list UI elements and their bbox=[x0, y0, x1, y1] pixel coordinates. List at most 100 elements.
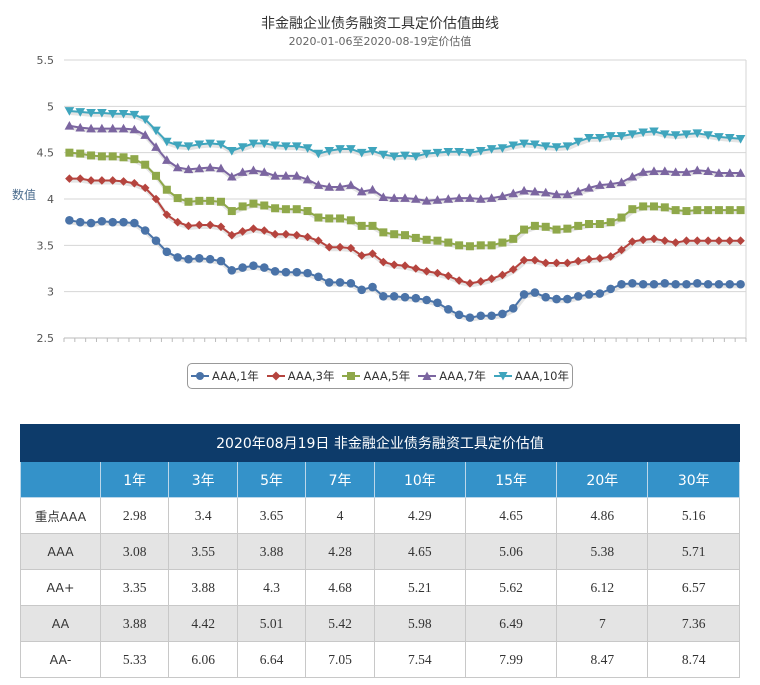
data-point bbox=[226, 147, 237, 156]
data-point bbox=[292, 267, 302, 277]
legend-marker-triangle-up-icon bbox=[418, 371, 437, 380]
data-point bbox=[389, 193, 399, 202]
table-cell: 5.62 bbox=[464, 569, 558, 606]
data-point bbox=[638, 279, 648, 289]
legend-item-aaa-3y[interactable]: AAA,3年 bbox=[266, 368, 334, 384]
data-point bbox=[335, 182, 345, 191]
legend-marker-diamond-icon bbox=[266, 371, 285, 381]
data-point bbox=[291, 142, 302, 151]
data-point bbox=[119, 177, 128, 186]
data-point bbox=[195, 254, 204, 263]
table-title: 2020年08月19日 非金融企业债务融资工具定价估值 bbox=[20, 424, 740, 462]
data-point bbox=[314, 272, 323, 282]
data-point bbox=[162, 247, 172, 257]
data-point bbox=[324, 242, 334, 252]
data-point bbox=[140, 183, 150, 193]
data-point bbox=[573, 186, 584, 196]
data-point bbox=[693, 206, 702, 215]
data-point bbox=[118, 123, 129, 133]
column-header: 15年 bbox=[464, 461, 558, 498]
legend-item-aaa-10y[interactable]: AAA,10年 bbox=[493, 368, 569, 384]
data-point bbox=[411, 194, 421, 203]
table-cell: 4.65 bbox=[373, 533, 466, 570]
table-cell: 4.3 bbox=[236, 569, 307, 606]
table-cell: 7.99 bbox=[464, 641, 558, 678]
data-point bbox=[97, 176, 107, 185]
legend-label: AAA,10年 bbox=[514, 369, 569, 383]
data-point bbox=[281, 267, 291, 277]
data-point bbox=[433, 236, 442, 245]
data-point bbox=[736, 236, 745, 245]
data-point bbox=[714, 279, 724, 289]
table-cell: 5.71 bbox=[647, 533, 740, 570]
data-point bbox=[281, 171, 291, 180]
column-header: 7年 bbox=[305, 461, 375, 498]
data-point bbox=[638, 128, 648, 138]
data-point bbox=[75, 217, 85, 227]
column-header: 5年 bbox=[236, 461, 307, 498]
table-cell: 4.42 bbox=[168, 605, 238, 642]
data-point bbox=[617, 213, 626, 222]
data-point bbox=[65, 216, 74, 225]
data-point bbox=[368, 282, 377, 292]
data-point bbox=[97, 109, 107, 118]
data-point bbox=[86, 218, 96, 228]
y-tick-label: 4 bbox=[47, 193, 54, 206]
data-point bbox=[162, 185, 171, 194]
data-point bbox=[563, 258, 572, 268]
table-cell: 3.65 bbox=[236, 497, 307, 534]
data-point bbox=[129, 124, 140, 134]
table-cell: 5.33 bbox=[99, 641, 170, 678]
data-point bbox=[86, 176, 96, 185]
data-point bbox=[628, 279, 637, 288]
column-header: 10年 bbox=[373, 461, 466, 498]
series-line-shadow bbox=[70, 110, 742, 161]
data-point bbox=[465, 242, 474, 251]
table-cell: 4.86 bbox=[556, 497, 649, 534]
data-point bbox=[541, 222, 550, 231]
data-point bbox=[248, 165, 259, 175]
data-point bbox=[259, 167, 270, 176]
data-point bbox=[292, 205, 301, 214]
data-point bbox=[379, 292, 388, 301]
data-point bbox=[475, 147, 486, 156]
data-point bbox=[249, 199, 258, 208]
data-point bbox=[248, 139, 259, 149]
data-point bbox=[227, 230, 237, 240]
data-point bbox=[476, 311, 486, 321]
data-point bbox=[541, 292, 551, 302]
data-point bbox=[411, 233, 420, 242]
y-axis-label: 数值 bbox=[12, 187, 36, 202]
data-point bbox=[237, 167, 248, 176]
data-point bbox=[616, 132, 627, 141]
data-point bbox=[400, 292, 410, 302]
data-point bbox=[172, 141, 183, 151]
data-point bbox=[519, 185, 529, 195]
series-2 bbox=[65, 148, 745, 251]
table-cell: 2.98 bbox=[99, 497, 170, 534]
row-label: AA bbox=[20, 605, 101, 642]
data-point bbox=[118, 109, 129, 119]
table-cell: 5.01 bbox=[236, 605, 307, 642]
data-point bbox=[303, 207, 312, 216]
data-point bbox=[454, 147, 464, 157]
data-point bbox=[64, 107, 75, 116]
table-row: AA 3.88 4.42 5.01 5.42 5.98 6.49 7 7.36 bbox=[20, 605, 740, 642]
table-row: 重点AAA 2.98 3.4 3.65 4 4.29 4.65 4.86 5.1… bbox=[20, 497, 740, 534]
legend-item-aaa-5y[interactable]: AAA,5年 bbox=[342, 368, 410, 384]
data-point bbox=[573, 137, 584, 147]
data-point bbox=[205, 220, 215, 230]
data-point bbox=[432, 195, 443, 204]
data-point bbox=[660, 279, 670, 288]
data-point bbox=[367, 147, 378, 156]
data-point bbox=[130, 218, 139, 228]
legend-item-aaa-7y[interactable]: AAA,7年 bbox=[418, 368, 486, 384]
legend-item-aaa-1y[interactable]: AAA,1年 bbox=[191, 368, 259, 384]
data-point bbox=[465, 193, 475, 202]
y-axis-ticks: 2.5 3 3.5 4 4.5 5 5.5 bbox=[37, 54, 55, 345]
data-point bbox=[638, 235, 648, 245]
valuation-table: 2020年08月19日 非金融企业债务融资工具定价估值 1年 3年 5年 7年 … bbox=[20, 424, 740, 678]
data-point bbox=[346, 279, 356, 288]
data-point bbox=[660, 203, 669, 212]
table-cell: 6.57 bbox=[647, 569, 740, 606]
